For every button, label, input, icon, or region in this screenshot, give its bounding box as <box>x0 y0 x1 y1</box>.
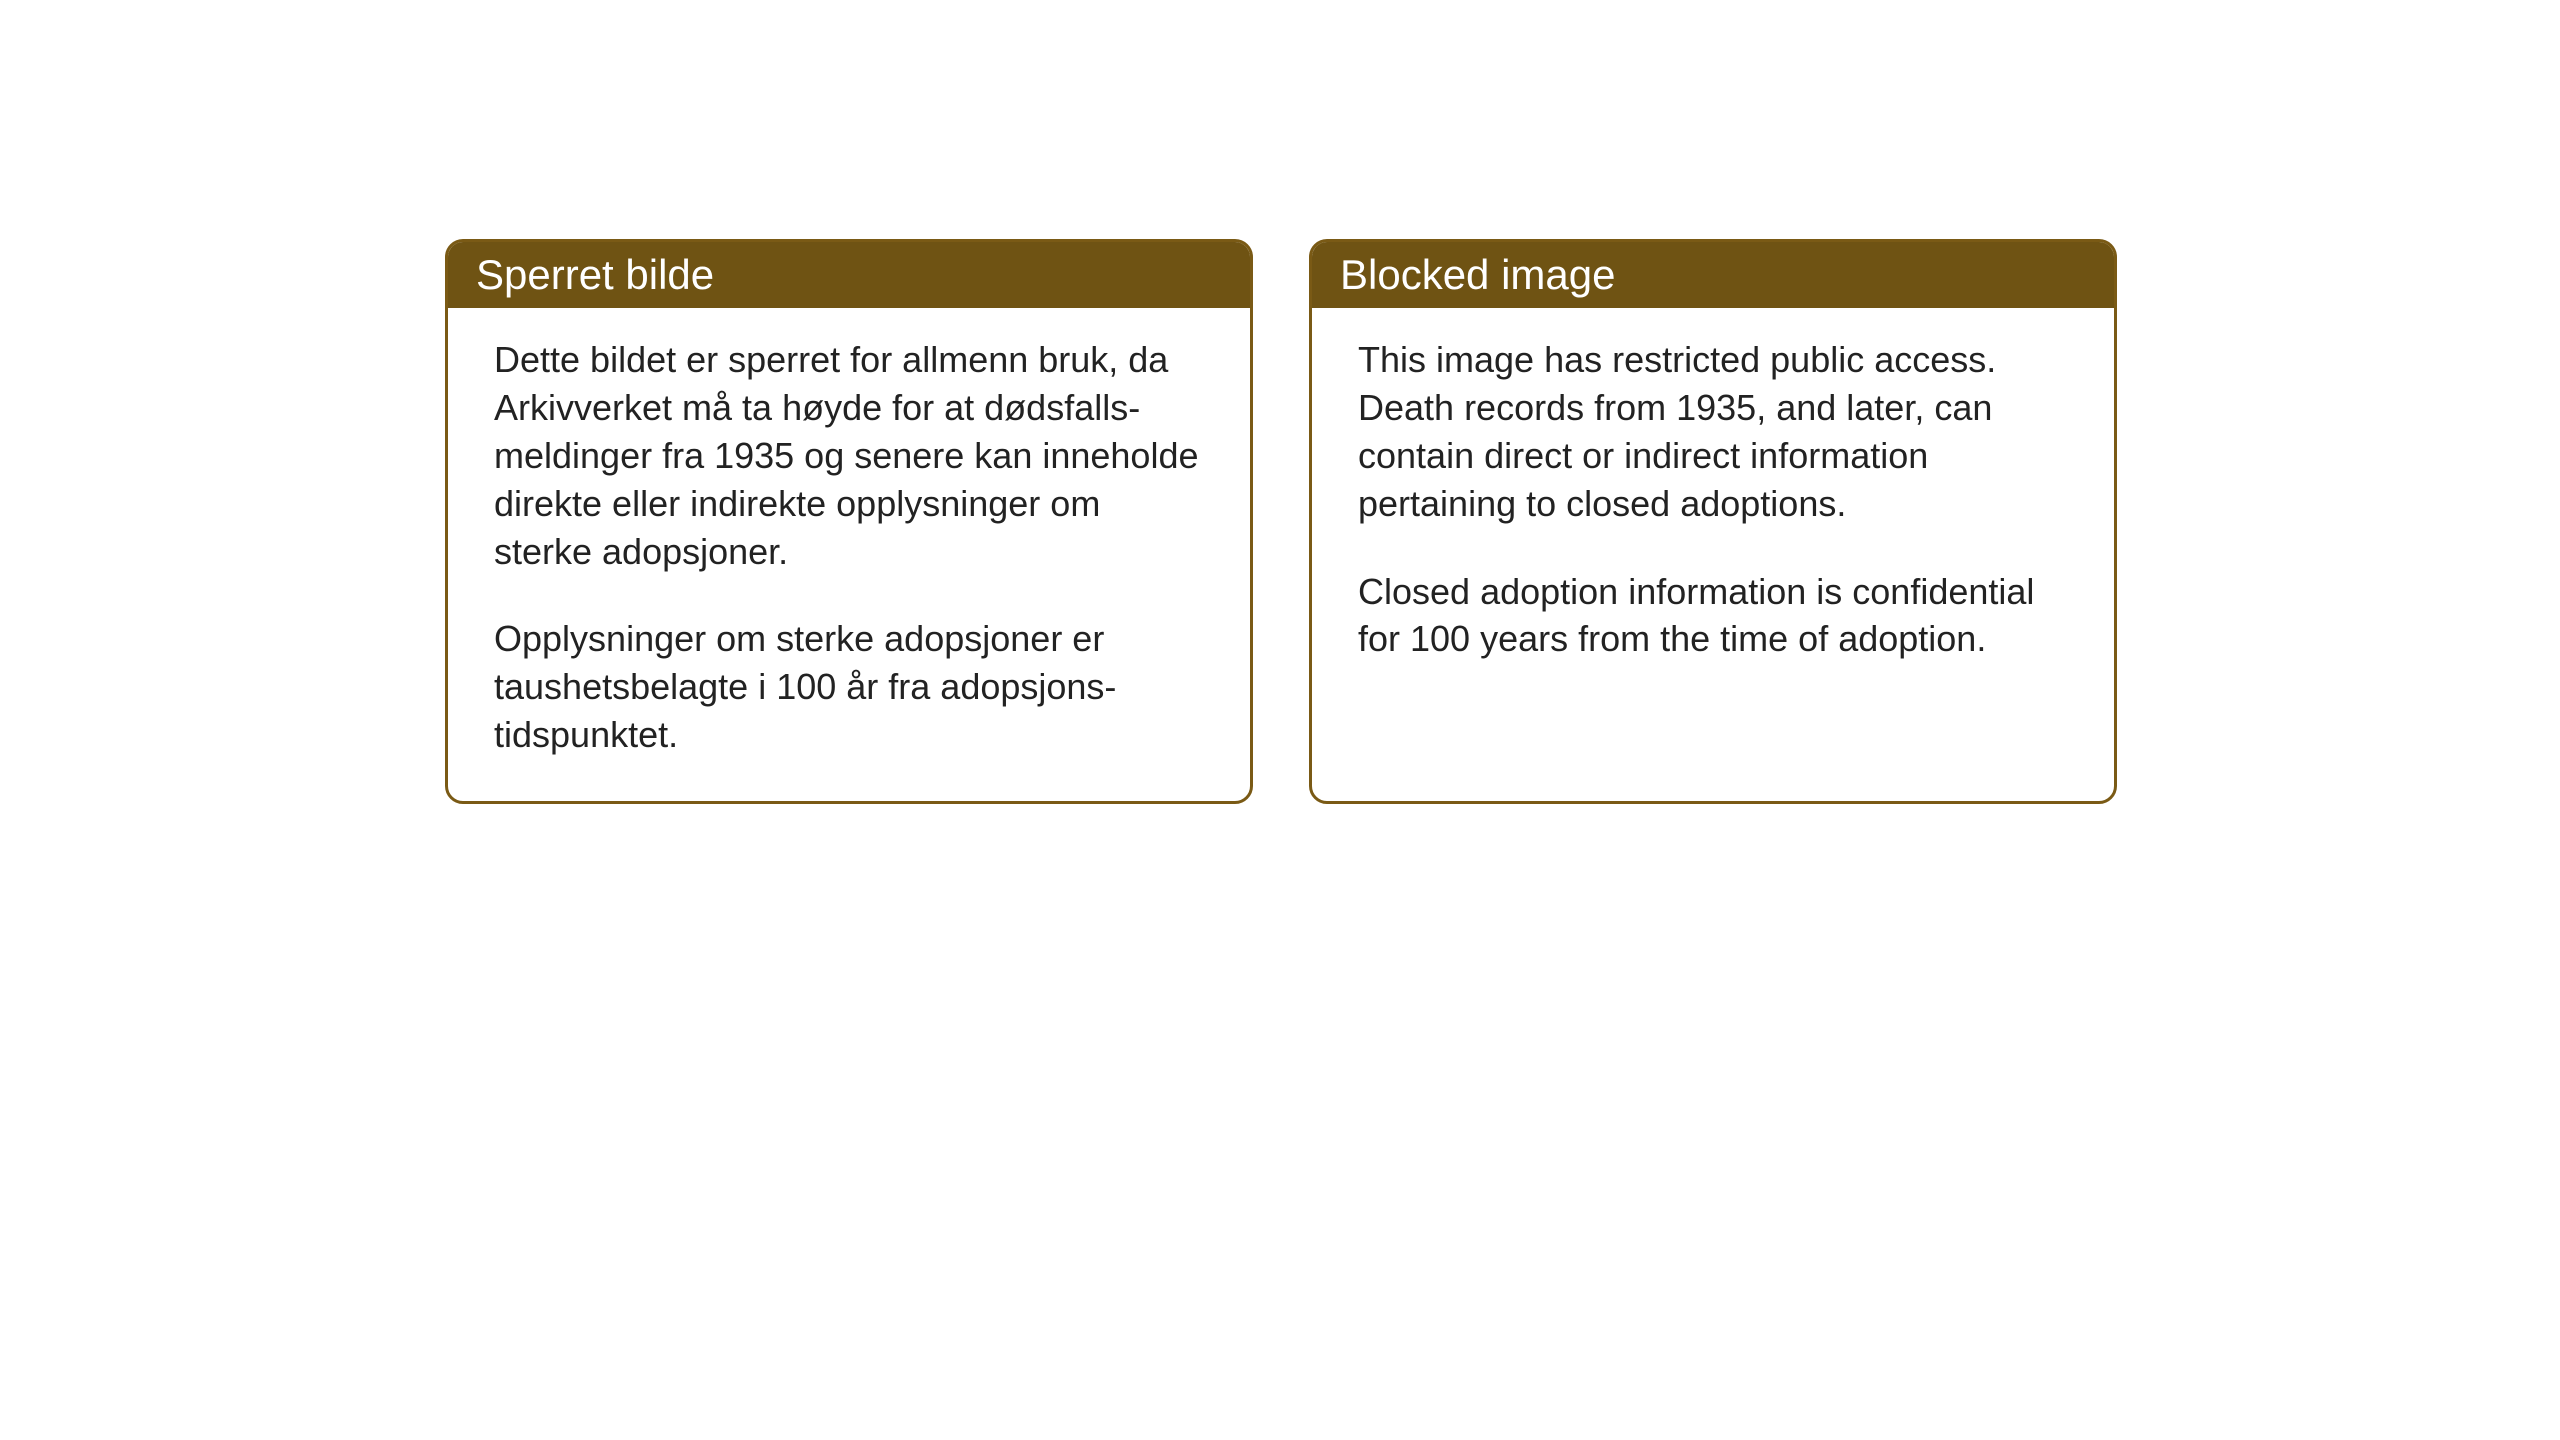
card-english-header: Blocked image <box>1312 242 2114 308</box>
card-english-paragraph-2: Closed adoption information is confident… <box>1358 568 2068 664</box>
card-english-body: This image has restricted public access.… <box>1312 308 2114 705</box>
card-norwegian: Sperret bilde Dette bildet er sperret fo… <box>445 239 1253 804</box>
card-english-paragraph-1: This image has restricted public access.… <box>1358 336 2068 528</box>
card-english-title: Blocked image <box>1340 251 1615 298</box>
cards-container: Sperret bilde Dette bildet er sperret fo… <box>445 239 2117 804</box>
card-norwegian-header: Sperret bilde <box>448 242 1250 308</box>
card-norwegian-title: Sperret bilde <box>476 251 714 298</box>
card-norwegian-body: Dette bildet er sperret for allmenn bruk… <box>448 308 1250 801</box>
card-english: Blocked image This image has restricted … <box>1309 239 2117 804</box>
card-norwegian-paragraph-2: Opplysninger om sterke adopsjoner er tau… <box>494 615 1204 759</box>
card-norwegian-paragraph-1: Dette bildet er sperret for allmenn bruk… <box>494 336 1204 575</box>
